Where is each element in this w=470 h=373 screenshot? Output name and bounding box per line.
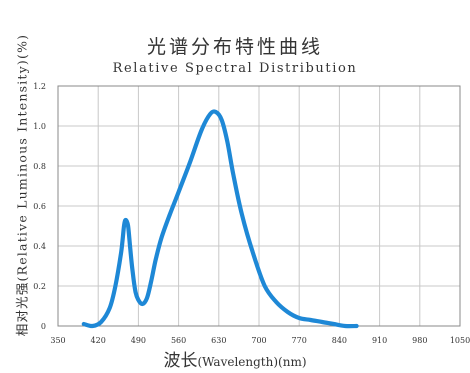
y-tick-label: 0 <box>41 322 46 331</box>
y-tick-label: 0.8 <box>33 162 46 171</box>
x-tick-label: 910 <box>372 336 387 345</box>
x-tick-label: 560 <box>171 336 186 345</box>
y-tick-label: 1.2 <box>33 82 46 91</box>
y-tick-label: 0.6 <box>33 202 46 211</box>
chart-title-en: Relative Spectral Distribution <box>112 61 358 76</box>
x-tick-label: 490 <box>131 336 146 345</box>
x-tick-label: 700 <box>251 336 266 345</box>
x-tick-label: 770 <box>292 336 307 345</box>
chart-title-cn: 光谱分布特性曲线 <box>146 36 323 58</box>
spectral-curve <box>81 109 359 329</box>
x-axis-label-sub: (Wavelength) <box>197 355 279 369</box>
y-tick-label: 0.4 <box>33 242 46 251</box>
x-axis-label-main: 波长 <box>163 351 198 371</box>
x-axis-label: 波长(Wavelength)(nm) <box>0 346 470 371</box>
y-tick-label: 1.0 <box>33 122 46 131</box>
x-tick-label: 980 <box>412 336 427 345</box>
x-tick-label: 1050 <box>450 336 470 345</box>
plot-frame <box>57 85 461 327</box>
x-tick-label: 840 <box>332 336 347 345</box>
x-tick-label: 630 <box>211 336 226 345</box>
x-tick-label: 420 <box>91 336 106 345</box>
x-tick-label: 350 <box>50 336 65 345</box>
y-tick-label: 0.2 <box>33 282 46 291</box>
x-axis-label-unit: (nm) <box>278 355 307 369</box>
